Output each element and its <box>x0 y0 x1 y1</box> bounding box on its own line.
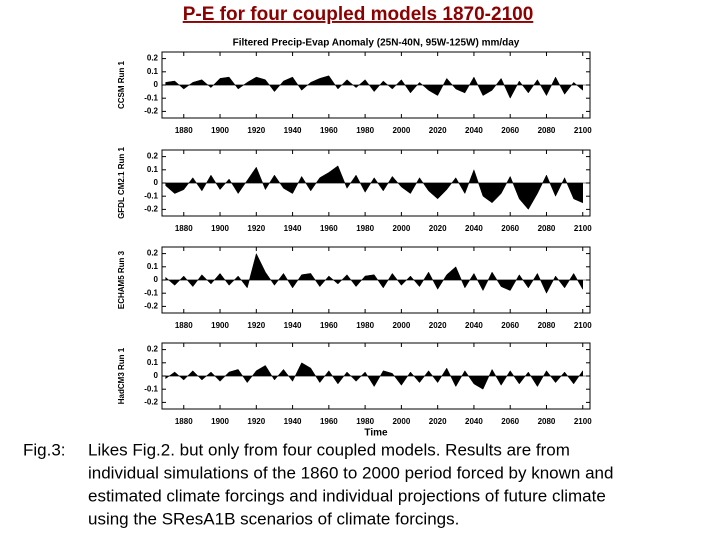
x-tick-label: 2040 <box>465 126 483 135</box>
x-tick-label: 1940 <box>284 224 302 233</box>
y-tick-label: -0.1 <box>144 288 158 297</box>
caption-line: using the SResA1B scenarios of climate f… <box>88 509 459 528</box>
y-tick-label: 0.2 <box>147 345 159 354</box>
x-tick-label: 1880 <box>175 224 193 233</box>
y-tick-label: -0.2 <box>144 107 158 116</box>
y-tick-label: 0.1 <box>147 358 159 367</box>
x-tick-label: 2100 <box>574 224 592 233</box>
y-tick-label: 0.1 <box>147 262 159 271</box>
x-tick-label: 2000 <box>392 224 410 233</box>
x-tick-label: 1920 <box>247 224 265 233</box>
y-tick-label: 0 <box>154 275 159 284</box>
x-tick-label: 2080 <box>538 417 556 426</box>
y-tick-label: 0.1 <box>147 67 159 76</box>
y-tick-label: -0.1 <box>144 384 158 393</box>
x-tick-label: 2000 <box>392 321 410 330</box>
x-tick-label: 1900 <box>211 321 229 330</box>
y-tick-label: 0.2 <box>147 152 159 161</box>
x-tick-label: 1960 <box>320 417 338 426</box>
x-tick-label: 1900 <box>211 126 229 135</box>
x-tick-label: 1980 <box>356 126 374 135</box>
caption-line: individual simulations of the 1860 to 20… <box>88 463 613 482</box>
x-tick-label: 1960 <box>320 321 338 330</box>
anomaly-area <box>165 165 583 210</box>
x-tick-label: 2060 <box>501 417 519 426</box>
x-tick-label: 1880 <box>175 321 193 330</box>
y-axis-label: GFDL CM2.1 Run 1 <box>117 147 126 219</box>
x-tick-label: 2000 <box>392 417 410 426</box>
x-axis-label: Time <box>364 428 388 439</box>
x-tick-label: 2060 <box>501 321 519 330</box>
y-tick-label: 0.1 <box>147 165 159 174</box>
x-tick-label: 1880 <box>175 126 193 135</box>
y-tick-label: -0.1 <box>144 191 158 200</box>
y-tick-label: 0 <box>154 80 159 89</box>
y-axis-label: ECHAM5 Run 3 <box>117 250 126 309</box>
y-tick-label: 0 <box>154 178 159 187</box>
x-tick-label: 1880 <box>175 417 193 426</box>
x-tick-label: 2020 <box>429 224 447 233</box>
x-tick-label: 1980 <box>356 224 374 233</box>
x-tick-label: 2000 <box>392 126 410 135</box>
y-tick-label: -0.2 <box>144 398 158 407</box>
x-tick-label: 2100 <box>574 321 592 330</box>
x-tick-label: 1960 <box>320 224 338 233</box>
caption-label: Fig.3: <box>23 440 66 459</box>
x-tick-label: 2020 <box>429 126 447 135</box>
y-tick-label: 0.2 <box>147 54 159 63</box>
y-tick-label: -0.1 <box>144 93 158 102</box>
caption-line: Likes Fig.2. but only from four coupled … <box>88 440 570 459</box>
x-tick-label: 2080 <box>538 126 556 135</box>
anomaly-area <box>165 252 583 294</box>
x-tick-label: 1980 <box>356 321 374 330</box>
x-tick-label: 1920 <box>247 126 265 135</box>
x-tick-label: 1940 <box>284 126 302 135</box>
chart-subtitle: Filtered Precip-Evap Anomaly (25N-40N, 9… <box>233 38 520 49</box>
x-tick-label: 2060 <box>501 224 519 233</box>
x-tick-label: 1920 <box>247 417 265 426</box>
x-tick-label: 2040 <box>465 224 483 233</box>
x-tick-label: 2020 <box>429 417 447 426</box>
x-tick-label: 2100 <box>574 126 592 135</box>
x-tick-label: 2040 <box>465 417 483 426</box>
x-tick-label: 1940 <box>284 321 302 330</box>
anomaly-area <box>165 75 583 99</box>
y-tick-label: 0 <box>154 371 159 380</box>
x-tick-label: 2100 <box>574 417 592 426</box>
x-tick-label: 1900 <box>211 224 229 233</box>
x-tick-label: 1900 <box>211 417 229 426</box>
caption-line: estimated climate forcings and individua… <box>88 486 606 505</box>
y-axis-label: HadCM3 Run 1 <box>117 347 126 404</box>
x-tick-label: 1960 <box>320 126 338 135</box>
x-tick-label: 1980 <box>356 417 374 426</box>
y-tick-label: -0.2 <box>144 205 158 214</box>
y-tick-label: 0.2 <box>147 249 159 258</box>
slide-title: P-E for four coupled models 1870-2100 <box>183 4 534 25</box>
x-tick-label: 2020 <box>429 321 447 330</box>
y-axis-label: CCSM Run 1 <box>117 60 126 109</box>
x-tick-label: 2040 <box>465 321 483 330</box>
x-tick-label: 2060 <box>501 126 519 135</box>
x-tick-label: 2080 <box>538 321 556 330</box>
x-tick-label: 1920 <box>247 321 265 330</box>
y-tick-label: -0.2 <box>144 302 158 311</box>
x-tick-label: 2080 <box>538 224 556 233</box>
x-tick-label: 1940 <box>284 417 302 426</box>
